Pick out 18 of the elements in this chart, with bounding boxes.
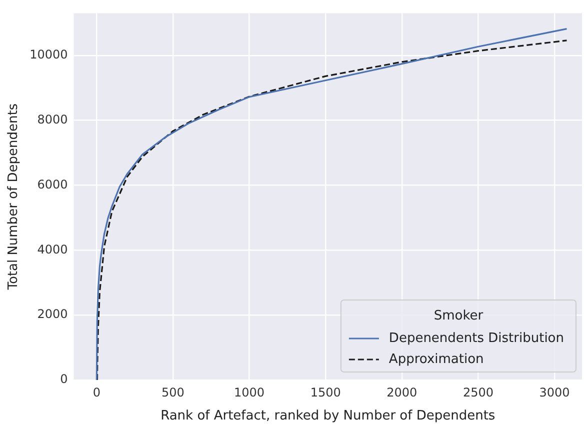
- x-tick-label: 500: [162, 385, 184, 400]
- x-tick-label: 1500: [310, 385, 341, 400]
- x-tick-label: 0: [92, 385, 100, 400]
- x-tick-label: 2500: [462, 385, 494, 400]
- legend-label: Approximation: [388, 352, 484, 367]
- x-axis-title: Rank of Artefact, ranked by Number of Dependents: [160, 408, 496, 424]
- y-axis-title: Total Number of Dependents: [6, 103, 22, 291]
- legend-title: Smoker: [434, 308, 484, 324]
- y-tick-label: 0: [60, 372, 68, 386]
- x-tick-label: 1000: [234, 385, 265, 400]
- x-tick-label: 3000: [539, 385, 570, 400]
- legend-label: Depenendents Distribution: [388, 330, 564, 346]
- y-tick-label: 6000: [37, 177, 68, 192]
- y-tick-label: 8000: [37, 112, 68, 126]
- x-tick-label: 2000: [386, 385, 418, 400]
- y-tick-label: 10000: [30, 48, 68, 62]
- y-tick-label: 4000: [37, 242, 68, 256]
- y-tick-label: 2000: [37, 307, 68, 322]
